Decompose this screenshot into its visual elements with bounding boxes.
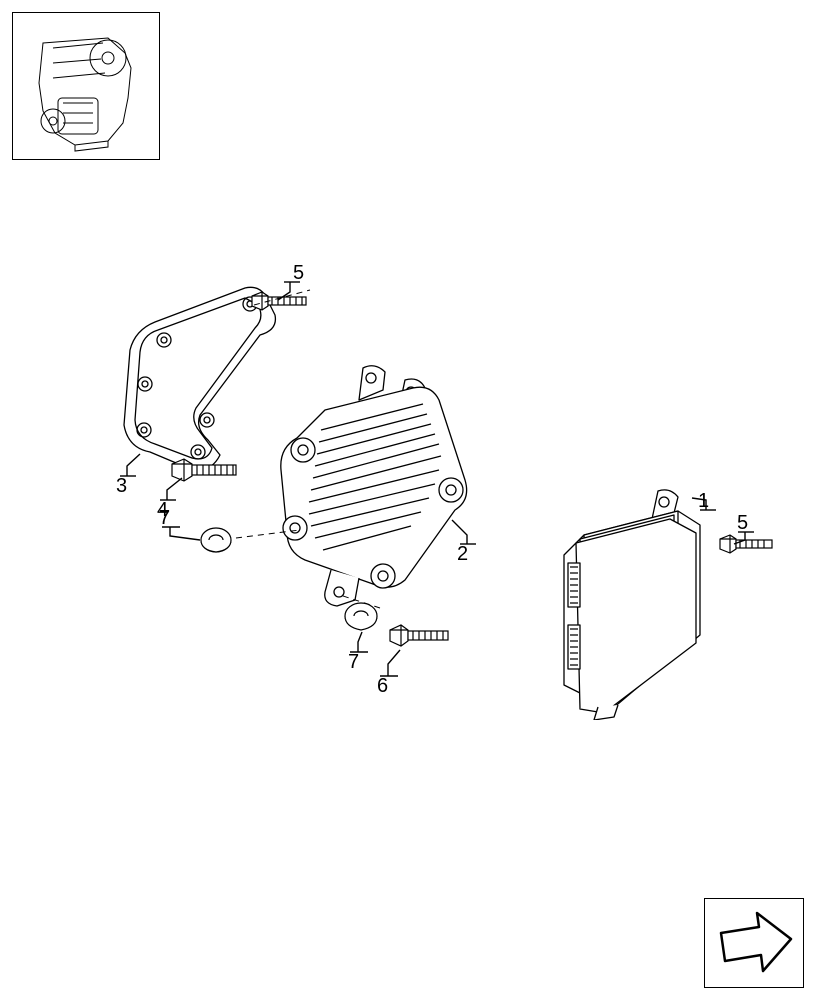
- callout-7a: 7: [159, 507, 170, 530]
- callout-2: 2: [457, 543, 468, 566]
- callout-1: 1: [698, 490, 709, 513]
- callout-5a: 5: [293, 262, 304, 285]
- next-page-arrow-icon: [705, 899, 803, 987]
- diagram-page: 1 2 3 4 5 5 6 7 7: [0, 0, 816, 1000]
- callout-6: 6: [377, 675, 388, 698]
- next-page-arrow-frame[interactable]: [704, 898, 804, 988]
- leader-lines: [0, 0, 816, 1000]
- callout-3: 3: [116, 475, 127, 498]
- callout-5b: 5: [737, 512, 748, 535]
- callout-7b: 7: [348, 651, 359, 674]
